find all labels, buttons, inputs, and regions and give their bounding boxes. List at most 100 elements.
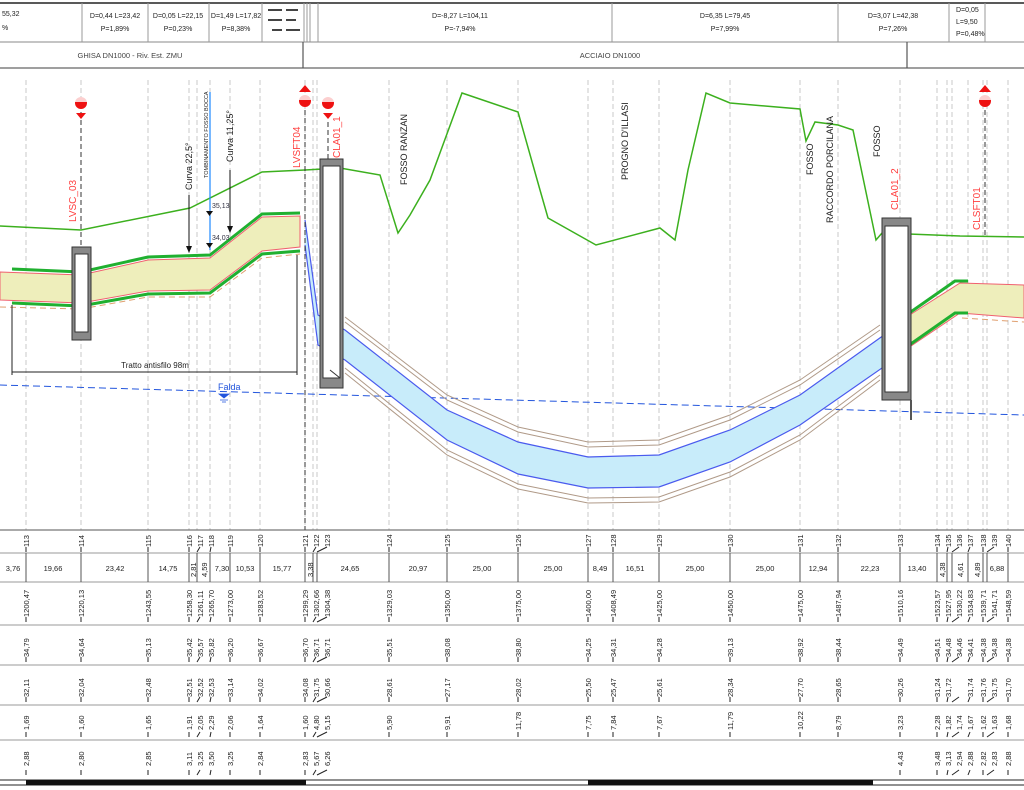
station-number: 115 [144,535,153,547]
fosso-label: FOSSO [805,143,815,175]
segment-p: P=1,89% [101,26,130,33]
progressive-distance: 1510,16 [896,590,905,617]
station-number: 124 [385,534,394,547]
leader-tick [196,546,201,553]
level-top: 35,13 [212,203,230,210]
station-number: 119 [226,535,235,547]
segment-p: P=-7,94% [445,26,476,33]
ground-elevation: 34,79 [22,638,31,657]
station-number: 134 [933,534,942,547]
depth-value: 2,28 [933,715,942,730]
raccordo-label: RACCORDO PORCILANA [825,116,835,223]
partial-distance: 20,97 [409,564,428,573]
depth-value: 10,22 [796,711,805,730]
tombinamento: TOMBINAMENTO FOSSO BOCCA 35,13 34,03 [204,91,230,250]
leader-tick [946,731,949,738]
depth-value: 1,60 [301,715,310,730]
progressive-distance: 1200,47 [22,590,31,617]
segment-d: D=-8,27 L=104,11 [432,13,488,20]
leader-tick [209,656,212,663]
partial-distance: 25,00 [473,564,492,573]
material-right: ACCIAIO DN1000 [580,51,640,60]
progressive-distance: 1475,00 [796,590,805,617]
partial-distance: 3,76 [6,564,21,573]
leader-tick [967,546,971,553]
invert-elevation: 30,66 [323,678,332,697]
curva-22-5: Curva 22,5° [184,142,194,253]
leader-tick [967,769,971,776]
leader-tick [946,656,949,663]
station-number: 129 [655,534,664,547]
invert-elevation: 31,72 [944,678,953,697]
segment-d: D=6,35 L=79,45 [700,13,750,20]
progressive-distance: 1350,00 [443,590,452,617]
partial-distance: 4,59 [200,562,209,577]
ground-elevation: 36,71 [312,638,321,657]
segment-p: P=0,48% [956,31,985,38]
shaft-cla01-1 [319,158,344,389]
curva-22-5-label: Curva 22,5° [184,142,194,190]
leader-tick [196,769,201,776]
depth-value: 2,05 [196,715,205,730]
leader-tick [967,656,971,663]
partial-distance: 25,00 [544,564,563,573]
leader-tick [209,546,212,553]
excavation-value: 6,26 [323,751,332,766]
depth-value: 7,84 [609,715,618,730]
leader-tick [951,656,960,663]
excavation-value: 3,25 [196,751,205,766]
ground-elevation: 35,51 [385,638,394,657]
data-table: 113 1200,47 34,79 32,11 1,69 2,88 114 1220,13 34… [6,534,1013,776]
station-number: 113 [22,535,31,547]
invert-elevation: 31,24 [933,678,942,697]
ground-elevation: 34,46 [955,638,964,657]
falda-symbol [217,393,231,403]
partial-distance: 4,38 [938,562,947,577]
excavation-value: 2,84 [256,751,265,766]
microtunnel [304,219,906,504]
partial-distance: 25,00 [756,564,775,573]
leader-tick [312,731,317,738]
progressive-distance: 1265,70 [207,590,216,617]
partial-distance: 16,51 [626,564,645,573]
ground-elevation: 34,49 [896,638,905,657]
leader-tick [951,769,960,776]
tiny-illegible-segments [268,9,300,31]
progressive-distance: 1541,71 [990,590,999,617]
progressive-distance: 1243,55 [144,590,153,617]
depth-value: 1,82 [944,715,953,730]
marker-cla01-1: CLA01_1 [322,97,343,160]
ground-elevation: 38,80 [514,638,523,657]
marker-clsft01: CLSFT01 [972,85,991,236]
partial-distance: 13,40 [908,564,927,573]
station-number: 127 [584,534,593,547]
ground-elevation: 34,38 [979,638,988,657]
station-number: 126 [514,534,523,547]
ground-elevation: 35,82 [207,638,216,657]
invert-elevation: 32,11 [22,679,31,697]
station-number: 132 [834,534,843,547]
invert-elevation: 32,53 [207,678,216,697]
partial-distance: 25,00 [686,564,705,573]
station-number: 128 [609,534,618,547]
station-number: 123 [323,534,332,547]
leader-tick [209,696,212,703]
segment-d: D=3,07 L=42,38 [868,13,918,20]
partial-distance: 10,53 [236,564,255,573]
depth-value: 3,23 [896,715,905,730]
leader-tick [946,616,949,623]
excavation-value: 5,67 [312,751,321,766]
depth-value: 11,78 [514,712,523,730]
progressive-distance: 1530,22 [955,590,964,617]
invert-elevation: 31,75 [312,678,321,697]
ground-elevation: 35,57 [196,638,205,657]
leader-tick [196,696,201,703]
invert-elevation: 31,76 [979,678,988,697]
invert-elevation: 34,08 [301,678,310,697]
depth-value: 1,91 [185,715,194,730]
partial-distance: 14,75 [159,564,178,573]
station-number: 136 [955,534,964,547]
ground-elevation: 34,51 [933,638,942,657]
ground-elevation: 34,41 [966,638,975,657]
partial-distance: 6,88 [990,564,1005,573]
